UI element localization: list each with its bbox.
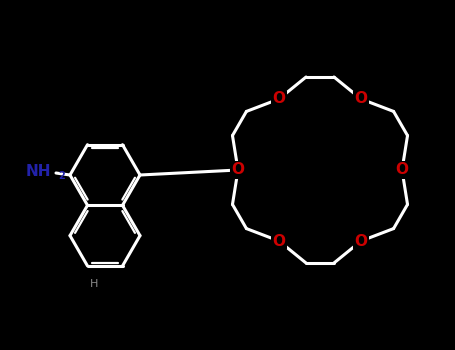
Text: O: O [232,162,244,177]
Text: H: H [90,279,99,289]
Text: O: O [395,162,409,177]
Text: O: O [354,233,368,248]
Text: O: O [273,91,285,106]
Text: O: O [273,233,285,248]
Text: 2: 2 [59,171,66,181]
Text: O: O [354,91,368,106]
Text: NH: NH [25,164,51,180]
